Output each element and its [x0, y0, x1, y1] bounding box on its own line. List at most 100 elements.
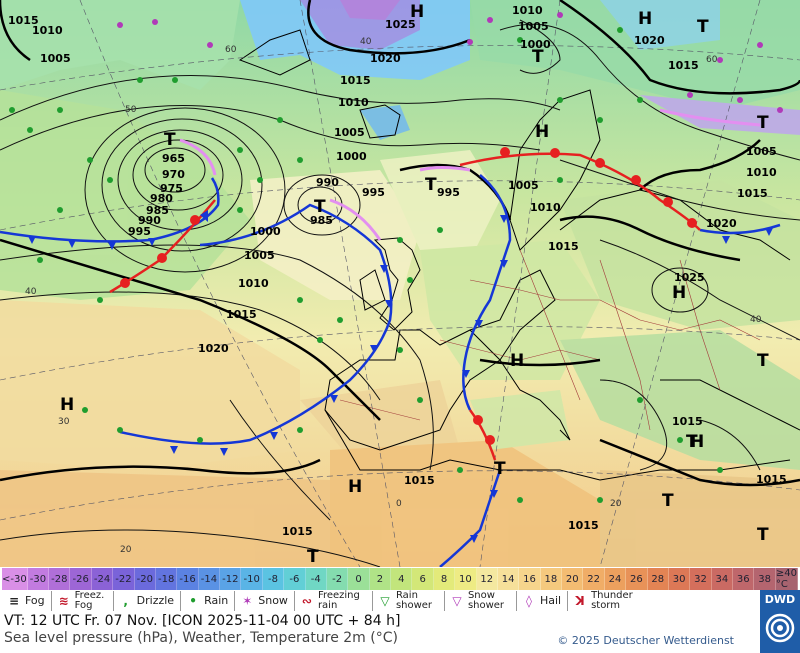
scale-cell: -28	[49, 568, 71, 590]
cold-fronts	[0, 174, 781, 567]
pressure-label: 1020	[634, 34, 665, 47]
high-pressure-centers: H H H H H H H H	[60, 2, 704, 497]
snow-symbols	[117, 12, 783, 113]
isobars-bold	[0, 0, 800, 487]
scale-cell: 28	[647, 568, 669, 590]
scale-cell: -8	[262, 568, 285, 590]
pressure-label: 1005	[518, 20, 549, 33]
scale-cell: -16	[177, 568, 199, 590]
fog-icon: ≡	[8, 594, 20, 608]
low-center: T	[686, 432, 698, 452]
pressure-label: 1010	[32, 24, 63, 37]
pressure-label: 1000	[520, 38, 551, 51]
pressure-label: 1005	[334, 126, 365, 139]
pressure-label: 1010	[512, 4, 543, 17]
pressure-label: 1000	[336, 150, 367, 163]
pressure-label: 980	[150, 192, 173, 205]
scale-cell: 2	[369, 568, 392, 590]
rain-shower-symbols	[9, 27, 723, 503]
isotherm-label: 60	[225, 45, 237, 55]
pressure-label: 990	[316, 176, 339, 189]
scale-cell: -4	[305, 568, 327, 590]
scale-cell: 18	[540, 568, 563, 590]
scale-cell: -26	[70, 568, 92, 590]
legend-item-thunderstorm: ꓘ Thunder storm	[568, 591, 645, 611]
pressure-label: 1010	[238, 277, 269, 290]
pressure-label: 985	[310, 214, 333, 227]
temperature-color-scale: <-30 -30 -28 -26 -24 -22 -20 -18 -16 -14 -12 -10 -8-…	[2, 568, 798, 590]
scale-cell: -6	[284, 568, 306, 590]
high-center: H	[690, 432, 704, 452]
pressure-label: 1020	[706, 217, 737, 230]
isotherm-label: 40	[360, 37, 372, 47]
high-center: H	[60, 395, 74, 415]
scale-cell: 34	[711, 568, 734, 590]
weather-legend: ≡ Fog ≋ Freez. Fog , Drizzle • Rain ✶ Snow ∾ F…	[2, 590, 758, 612]
pressure-label: 1015	[672, 415, 703, 428]
drizzle-icon: ,	[123, 594, 128, 608]
pressure-label: 1015	[568, 519, 599, 532]
snow-icon: ✶	[242, 594, 253, 608]
low-center: T	[164, 130, 176, 150]
pressure-label: 1020	[370, 52, 401, 65]
dwd-logo: DWD	[760, 590, 800, 653]
low-center: T	[757, 525, 769, 545]
pressure-label: 1005	[746, 145, 777, 158]
scale-cell: -30	[27, 568, 50, 590]
legend-item-drizzle: , Drizzle	[114, 591, 182, 611]
isotherm-label: 40	[750, 315, 762, 325]
scale-cell: 32	[690, 568, 712, 590]
scale-cell: 16	[519, 568, 541, 590]
low-center: T	[697, 17, 709, 37]
scale-cell: -24	[91, 568, 114, 590]
pressure-label: 970	[162, 168, 185, 181]
pressure-label: 1005	[508, 179, 539, 192]
warm-front-semicircles	[120, 147, 697, 445]
legend-item-freezing-rain: ∾ Freezing rain	[295, 591, 373, 611]
isotherm-label: 30	[58, 417, 70, 427]
hail-icon: ◊	[525, 594, 532, 608]
pressure-label: 1015	[548, 240, 579, 253]
scale-cell: -18	[155, 568, 178, 590]
low-center: T	[307, 547, 319, 567]
scale-cell: 14	[497, 568, 520, 590]
pressure-label: 1015	[756, 473, 787, 486]
pressure-labels: 1015 1010 1005 1025 1020 1010 1005 1000 …	[8, 4, 787, 538]
isotherm-label: 20	[610, 499, 622, 509]
legend-item-hail: ◊ Hail	[517, 591, 569, 611]
scale-cell: 20	[562, 568, 584, 590]
isotherm-label: 0	[396, 499, 402, 509]
scale-cell: 30	[668, 568, 691, 590]
rain-shower-icon: ▽	[380, 594, 390, 608]
high-center: H	[510, 351, 524, 371]
isotherm-labels: 60 50 40 30 20 0 20 40 60 40	[25, 37, 762, 555]
map-subtitle: Sea level pressure (hPa), Weather, Tempe…	[4, 630, 398, 646]
low-center: T	[425, 175, 437, 195]
high-center: H	[638, 9, 652, 29]
weather-map: 1015 1010 1005 1025 1020 1010 1005 1000 …	[0, 0, 800, 567]
dwd-spiral-icon	[765, 613, 795, 643]
low-center: T	[662, 491, 674, 511]
low-center: T	[757, 113, 769, 133]
pressure-label: 985	[146, 204, 169, 217]
pressure-label: 1000	[250, 225, 281, 238]
scale-cell: 38	[754, 568, 776, 590]
rain-icon: •	[189, 594, 197, 608]
scale-cell: 10	[455, 568, 477, 590]
legend-item-rain-shower: ▽ Rain shower	[373, 591, 445, 611]
high-center: H	[535, 122, 549, 142]
scale-cell: <-30	[2, 568, 28, 590]
low-center: T	[757, 351, 769, 371]
pressure-label: 995	[362, 186, 385, 199]
pressure-label: 1005	[244, 249, 275, 262]
scale-cell: 22	[583, 568, 605, 590]
pressure-label: 1005	[40, 52, 71, 65]
scale-cell: -2	[326, 568, 349, 590]
high-center: H	[410, 2, 424, 22]
cold-front-triangles	[28, 210, 773, 543]
pressure-label: 1010	[530, 201, 561, 214]
pressure-label: 995	[128, 225, 151, 238]
pressure-label: 1015	[404, 474, 435, 487]
isotherm-label: 20	[120, 545, 132, 555]
low-center: T	[314, 197, 326, 217]
